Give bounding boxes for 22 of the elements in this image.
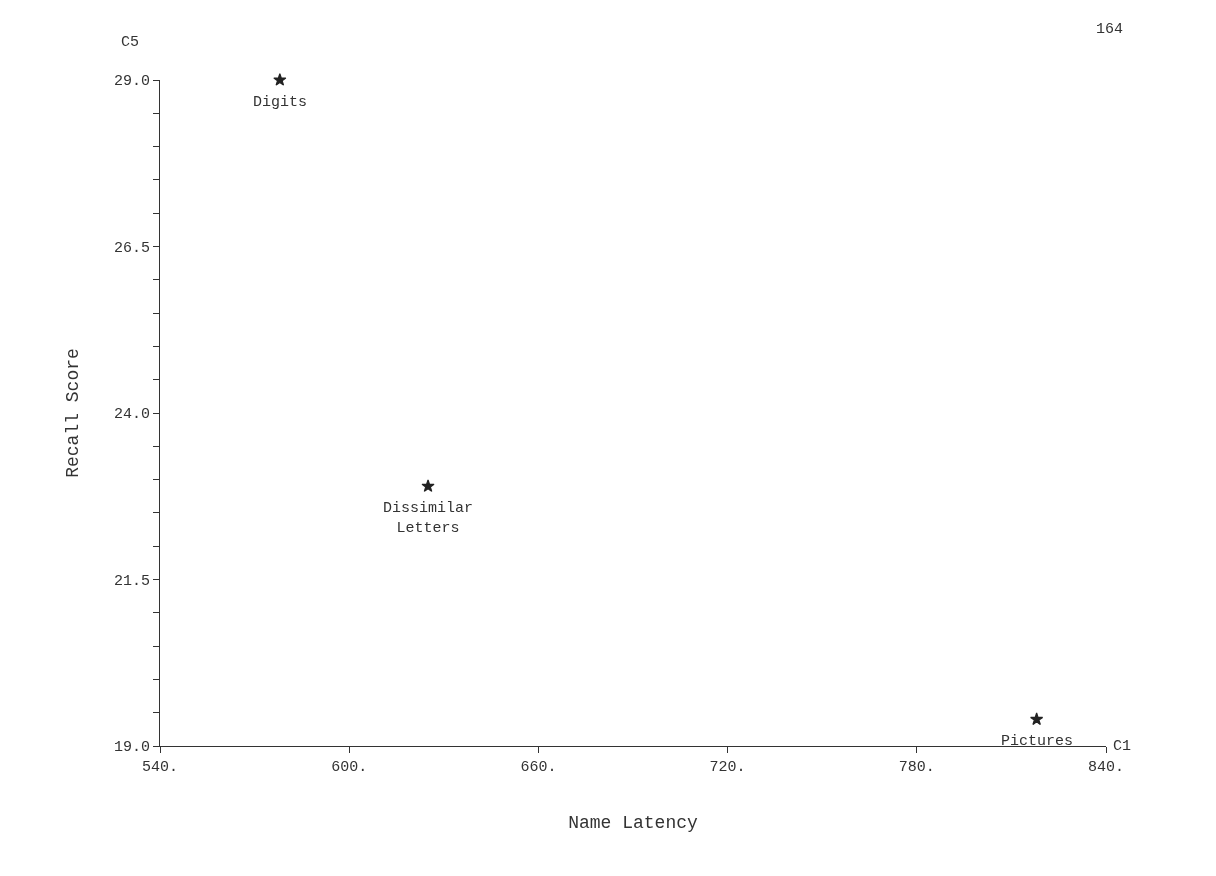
- y-tick-label: 29.0: [113, 73, 150, 91]
- y-tick-label: 19.0: [113, 739, 150, 757]
- annotation: Dissimilar Letters: [383, 500, 474, 537]
- x-tick-label: 720.: [709, 759, 746, 776]
- point: [421, 479, 435, 492]
- text: 164: [1096, 21, 1124, 38]
- y-tick-label: 21.5: [113, 572, 150, 590]
- x-tick-label: 780.: [898, 759, 935, 776]
- x-tick-label: 540.: [141, 759, 179, 776]
- point: [1030, 712, 1044, 726]
- y-axis-title: Recall Score: [63, 348, 84, 478]
- y-tick-label: 24.0: [113, 406, 150, 424]
- point: [273, 73, 287, 86]
- x-tick-label: 660.: [520, 759, 557, 776]
- x-tick-label: 840.: [1087, 759, 1125, 776]
- x-tick-label: 600.: [331, 759, 368, 776]
- annotation: Pictures: [1001, 733, 1074, 750]
- text: C1: [1113, 738, 1132, 755]
- y-tick-label: 26.5: [113, 239, 150, 257]
- annotation: Digits: [253, 94, 308, 111]
- text: C5: [121, 34, 140, 51]
- x-axis-title: Name Latency: [568, 813, 699, 834]
